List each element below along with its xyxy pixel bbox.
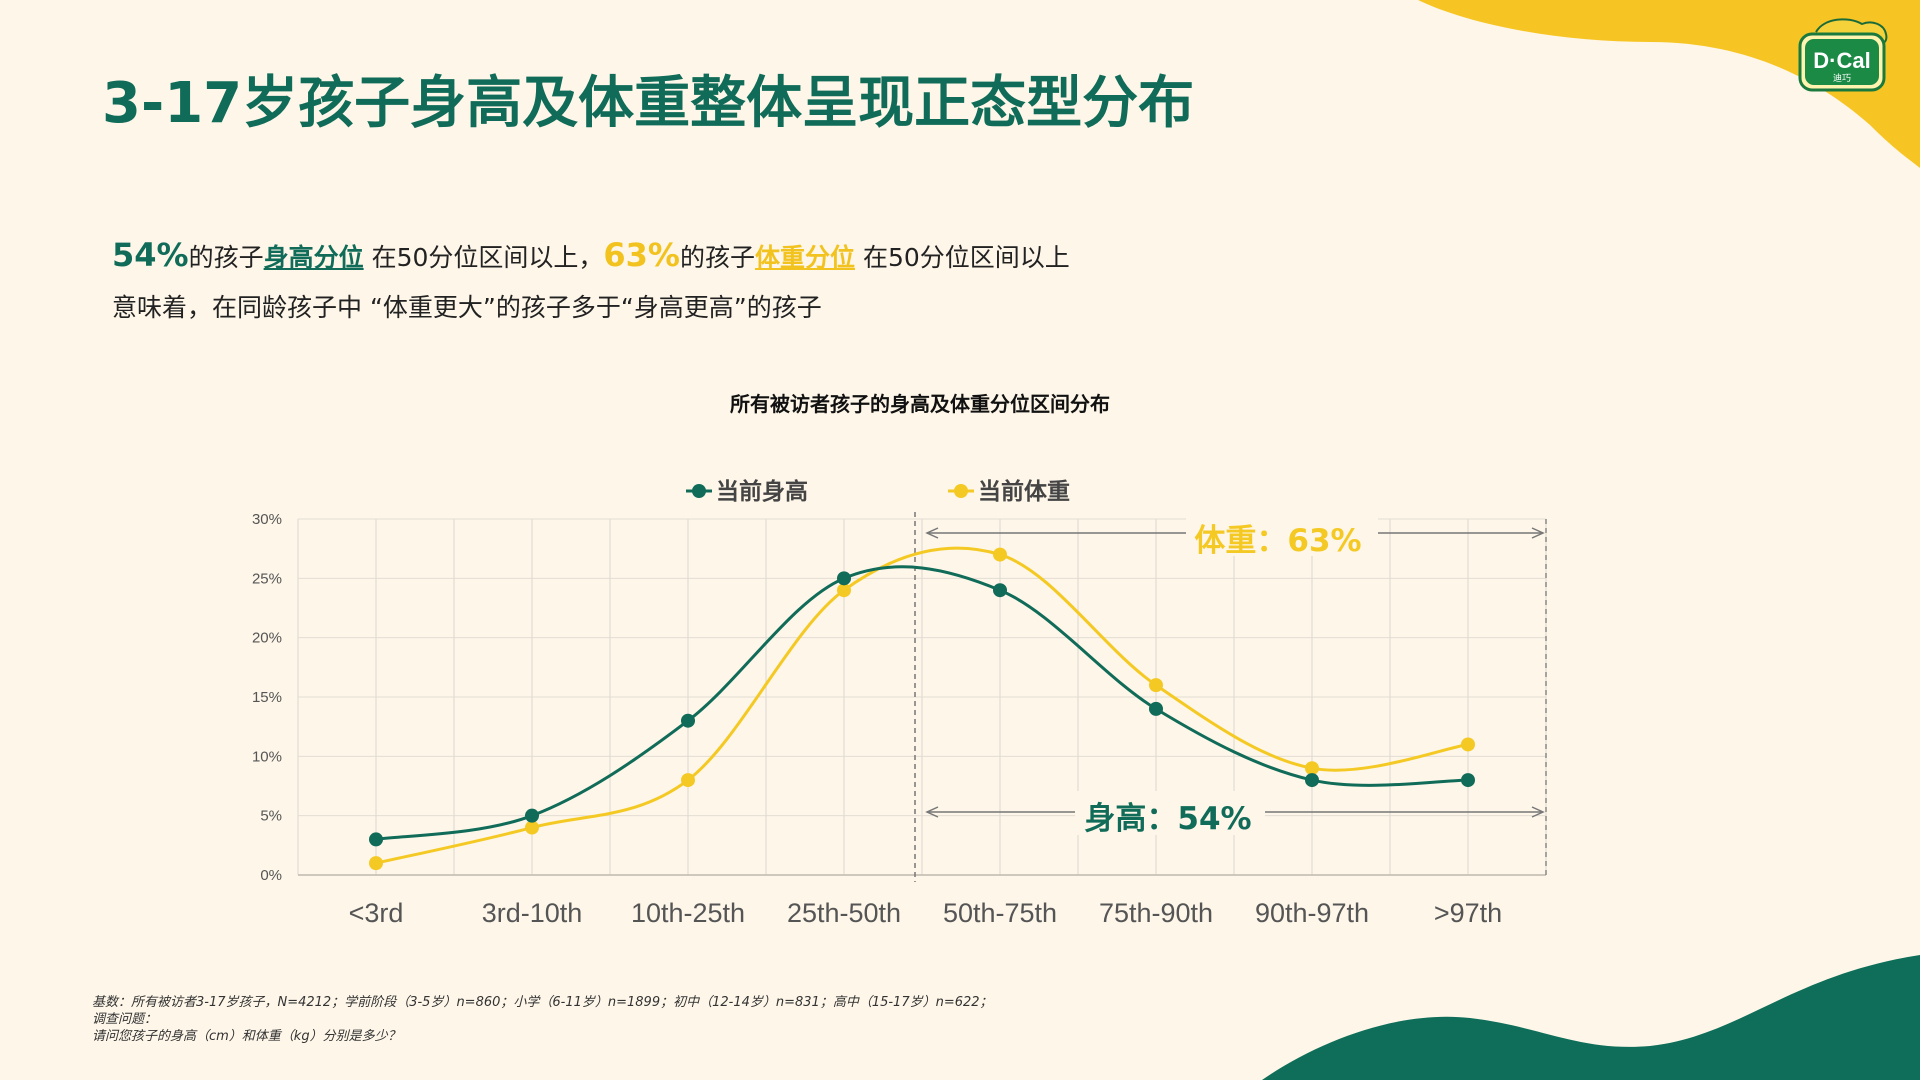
height-range-arrow-head-right	[1531, 806, 1545, 818]
summary-line-1: 54%的孩子身高分位 在50分位区间以上，63%的孩子体重分位 在50分位区间以…	[112, 230, 1070, 283]
x-tick-label: >97th	[1434, 898, 1502, 928]
data-point-height	[525, 808, 539, 823]
logo-subtext: 迪巧	[1833, 72, 1851, 84]
height-percent: 54%	[112, 236, 189, 274]
data-point-height	[1305, 773, 1319, 788]
y-tick-label: 30%	[252, 511, 282, 528]
data-point-height	[681, 713, 695, 728]
legend-weight-label: 当前体重	[978, 478, 1070, 505]
height-annotation: 身高：54%	[1084, 801, 1251, 837]
footnote: 基数：所有被访者3-17岁孩子，N=4212；学前阶段（3-5岁）n=860；小…	[92, 994, 993, 1045]
legend-height-marker	[692, 484, 706, 498]
data-point-height	[993, 583, 1007, 598]
bottom-right-green-wave	[1262, 955, 1920, 1080]
summary-text: 54%的孩子身高分位 在50分位区间以上，63%的孩子体重分位 在50分位区间以…	[112, 230, 1070, 333]
legend-weight-marker	[954, 484, 968, 498]
logo-text: D·Cal	[1813, 48, 1870, 73]
x-tick-label: 75th-90th	[1099, 898, 1213, 928]
data-point-weight	[1149, 678, 1163, 693]
weight-percentile-highlight: 体重分位	[755, 243, 856, 272]
x-tick-label: 50th-75th	[943, 898, 1057, 928]
data-point-weight	[993, 547, 1007, 562]
data-point-height	[369, 832, 383, 847]
chart-title: 所有被访者孩子的身高及体重分位区间分布	[730, 392, 1110, 416]
series-line-height	[375, 565, 1469, 841]
y-tick-label: 20%	[252, 630, 282, 647]
legend-height-label: 当前身高	[716, 478, 808, 505]
summary-text-c: 的孩子	[679, 243, 755, 272]
summary-text-d: 在50分位区间以上	[862, 243, 1070, 272]
footnote-question: 请问您孩子的身高（cm）和体重（kg）分别是多少？	[92, 1029, 401, 1044]
data-point-weight	[1305, 761, 1319, 776]
y-tick-label: 5%	[260, 808, 282, 825]
data-point-height	[837, 571, 851, 586]
series-line-weight	[375, 546, 1469, 865]
x-tick-label: 25th-50th	[787, 898, 901, 928]
x-tick-label: <3rd	[349, 898, 404, 928]
summary-line-2: 意味着，在同龄孩子中 “体重更大”的孩子多于“身高更高”的孩子	[112, 293, 822, 322]
weight-percent: 63%	[603, 236, 680, 274]
height-range-arrow-head-left	[925, 806, 939, 818]
y-tick-label: 15%	[252, 689, 282, 706]
weight-range-arrow-head-left	[925, 527, 939, 539]
y-tick-label: 0%	[260, 867, 282, 884]
data-point-weight	[837, 583, 851, 598]
dcal-logo: D·Cal 迪巧	[1798, 18, 1888, 92]
data-point-height	[1149, 701, 1163, 716]
data-point-weight	[369, 856, 383, 871]
footnote-question-label: 调查问题：	[92, 1012, 158, 1027]
x-tick-label: 3rd-10th	[482, 898, 583, 928]
weight-annotation-bg	[1186, 512, 1378, 556]
top-right-yellow-wave	[1418, 0, 1920, 168]
x-tick-label: 90th-97th	[1255, 898, 1369, 928]
data-point-weight	[1461, 737, 1475, 752]
weight-range-arrow-head-right	[1531, 527, 1545, 539]
y-tick-label: 10%	[252, 748, 282, 765]
data-point-weight	[681, 773, 695, 788]
data-point-weight	[525, 820, 539, 835]
data-point-height	[1461, 773, 1475, 788]
y-tick-label: 25%	[252, 570, 282, 587]
footnote-base: 基数：所有被访者3-17岁孩子，N=4212；学前阶段（3-5岁）n=860；小…	[92, 995, 993, 1010]
height-annotation-bg	[1075, 791, 1265, 835]
x-tick-label: 10th-25th	[631, 898, 745, 928]
page-title: 3-17岁孩子身高及体重整体呈现正态型分布	[102, 71, 1195, 136]
height-percentile-highlight: 身高分位	[263, 243, 364, 272]
summary-text-b: 在50分位区间以上，	[371, 243, 604, 272]
weight-annotation: 体重：63%	[1194, 523, 1361, 559]
summary-text-a: 的孩子	[188, 243, 264, 272]
